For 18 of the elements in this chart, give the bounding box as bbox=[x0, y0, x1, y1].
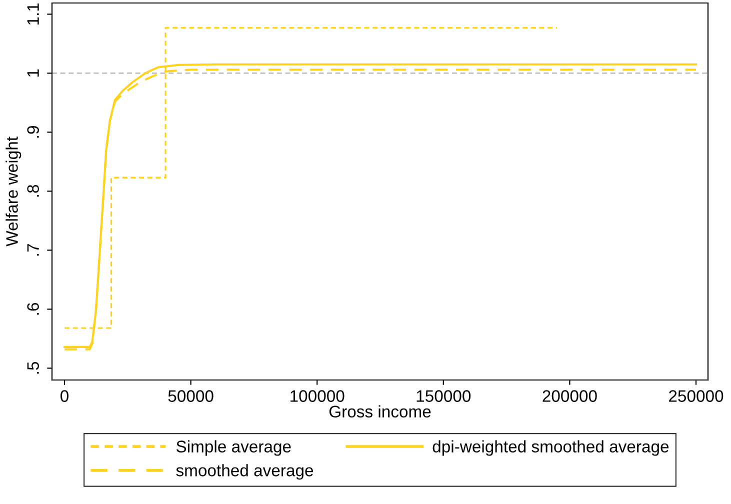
x-tick-label: 0 bbox=[60, 390, 68, 402]
x-axis-title: Gross income bbox=[329, 405, 431, 418]
y-tick-label: 1.1 bbox=[27, 3, 39, 25]
x-tick-label: 150000 bbox=[416, 390, 471, 402]
x-tick-label: 100000 bbox=[290, 390, 344, 402]
x-tick-label: 200000 bbox=[542, 390, 597, 402]
legend-label: Simple average bbox=[176, 440, 291, 456]
y-axis-title: Welfare weight bbox=[6, 136, 22, 246]
y-tick-label: .9 bbox=[27, 126, 39, 138]
y-tick-label: .8 bbox=[27, 184, 39, 197]
x-tick-label: 250000 bbox=[669, 390, 724, 402]
y-tick-label: 1 bbox=[27, 69, 39, 77]
legend-label: dpi-weighted smoothed average bbox=[432, 440, 669, 456]
y-tick-label: .6 bbox=[27, 302, 39, 315]
y-tick-label: .7 bbox=[27, 244, 39, 256]
y-tick-label: .5 bbox=[27, 362, 39, 374]
x-tick-label: 50000 bbox=[168, 390, 214, 402]
legend-label: smoothed average bbox=[176, 464, 314, 480]
